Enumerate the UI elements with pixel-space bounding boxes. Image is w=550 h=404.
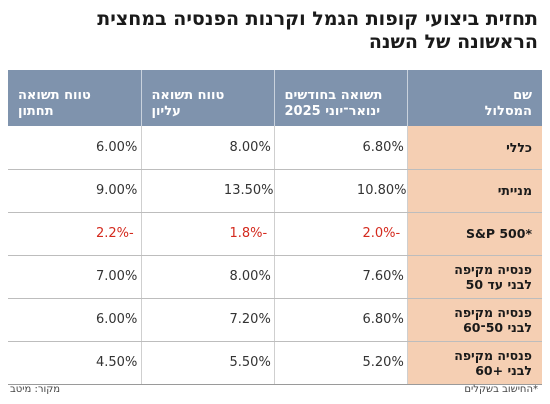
header-track-name: שם המסלול: [406, 70, 542, 126]
source-credit: מקור: מיטב: [10, 384, 61, 395]
return-cell: -2.0%: [273, 212, 407, 256]
lower-range-cell: 7.00%: [8, 255, 141, 299]
upper-range-cell: 7.20%: [140, 298, 274, 342]
return-cell: 10.80%: [273, 169, 407, 213]
upper-range-cell: 8.00%: [140, 126, 274, 170]
track-name-cell: פנסיה מקיפה לבני 50־60: [406, 298, 542, 342]
page-title: תחזית ביצועי קופות הגמל וקרנות הפנסיה במ…: [97, 8, 538, 53]
upper-range-cell: -1.8%: [140, 212, 274, 256]
table-row: *S&P 500 -2.0% -1.8% -2.2%: [8, 212, 542, 256]
table-row: כללי 6.80% 8.00% 6.00%: [8, 126, 542, 170]
table-row: פנסיה מקיפה לבני +60 5.20% 5.50% 4.50%: [8, 341, 542, 385]
table-row: מנייתי 10.80% 13.50% 9.00%: [8, 169, 542, 213]
track-name-cell: פנסיה מקיפה לבני עד 50: [406, 255, 542, 299]
performance-table: שם המסלול תשואה בחודשים ינואר־יוני 2025 טו…: [8, 70, 542, 385]
lower-range-cell: -2.2%: [8, 212, 141, 256]
return-cell: 7.60%: [273, 255, 407, 299]
table-row: פנסיה מקיפה לבני עד 50 7.60% 8.00% 7.00%: [8, 255, 542, 299]
header-lower-range: טווח תשואה תחתון: [8, 70, 141, 126]
track-name-cell: *S&P 500: [406, 212, 542, 256]
lower-range-cell: 6.00%: [8, 298, 141, 342]
return-cell: 6.80%: [273, 126, 407, 170]
lower-range-cell: 4.50%: [8, 341, 141, 385]
header-upper-range: טווח תשואה עליון: [140, 70, 274, 126]
upper-range-cell: 8.00%: [140, 255, 274, 299]
table-header-row: שם המסלול תשואה בחודשים ינואר־יוני 2025 טו…: [8, 70, 542, 126]
lower-range-cell: 6.00%: [8, 126, 141, 170]
footnote: *החישוב בשקלים: [464, 384, 538, 395]
upper-range-cell: 5.50%: [140, 341, 274, 385]
header-return-jan-jun: תשואה בחודשים ינואר־יוני 2025: [273, 70, 407, 126]
return-cell: 5.20%: [273, 341, 407, 385]
upper-range-cell: 13.50%: [140, 169, 274, 213]
track-name-cell: פנסיה מקיפה לבני +60: [406, 341, 542, 385]
track-name-cell: מנייתי: [406, 169, 542, 213]
table-row: פנסיה מקיפה לבני 50־60 6.80% 7.20% 6.00%: [8, 298, 542, 342]
lower-range-cell: 9.00%: [8, 169, 141, 213]
track-name-cell: כללי: [406, 126, 542, 170]
return-cell: 6.80%: [273, 298, 407, 342]
